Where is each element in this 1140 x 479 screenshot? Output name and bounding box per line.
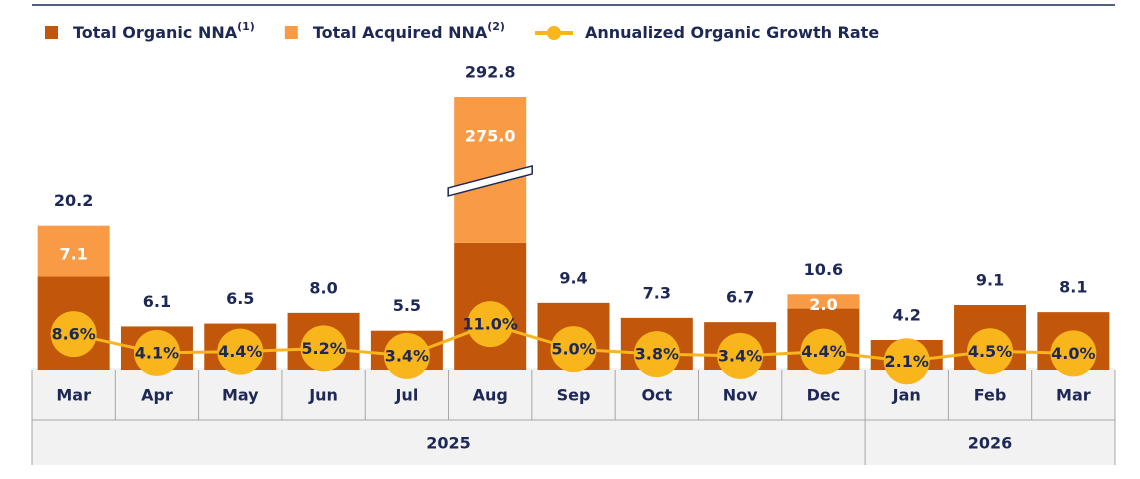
x-tick-label: Dec <box>807 386 841 405</box>
total-label: 8.1 <box>1059 278 1087 297</box>
total-label: 20.2 <box>54 191 93 210</box>
acquired-label: 7.1 <box>59 245 87 264</box>
total-label: 6.1 <box>143 292 171 311</box>
growth-marker <box>1050 330 1097 377</box>
bar-acquired <box>37 225 110 277</box>
growth-marker <box>800 328 847 375</box>
growth-label: 4.4% <box>218 342 262 361</box>
total-label: 9.4 <box>559 268 587 287</box>
x-tick-label: May <box>222 386 259 405</box>
growth-label: 4.4% <box>801 342 845 361</box>
growth-label: 5.0% <box>551 340 595 359</box>
total-label: 292.8 <box>465 63 516 82</box>
growth-marker <box>717 332 764 379</box>
growth-marker <box>550 326 597 373</box>
growth-marker <box>883 338 930 385</box>
growth-label: 2.1% <box>885 352 929 371</box>
x-tick-label: Nov <box>723 386 758 405</box>
growth-marker <box>967 328 1014 375</box>
growth-label: 5.2% <box>301 339 345 358</box>
growth-marker <box>633 331 680 378</box>
legend-note: (2) <box>487 20 505 33</box>
year-label: 2025 <box>426 434 471 453</box>
legend-swatch <box>45 26 58 39</box>
total-label: 6.5 <box>226 289 254 308</box>
total-label: 5.5 <box>393 296 421 315</box>
growth-marker <box>217 328 264 375</box>
growth-marker <box>467 301 514 348</box>
total-label: 4.2 <box>893 306 921 325</box>
legend-label: Total Organic NNA(1) <box>73 20 255 42</box>
growth-label: 8.6% <box>51 325 95 344</box>
axis-break <box>447 164 533 197</box>
growth-marker <box>383 332 430 379</box>
total-label: 10.6 <box>804 260 843 279</box>
legend-name: Total Acquired NNA <box>313 23 488 42</box>
legend-name: Annualized Organic Growth Rate <box>585 23 879 42</box>
x-tick-label: Jun <box>308 386 338 405</box>
total-label: 7.3 <box>643 283 671 302</box>
x-tick-label: Mar <box>1056 386 1091 405</box>
growth-marker <box>133 329 180 376</box>
growth-label: 4.5% <box>968 342 1012 361</box>
total-label: 8.0 <box>309 278 337 297</box>
acquired-label: 275.0 <box>465 127 516 146</box>
x-tick-label: Sep <box>557 386 591 405</box>
growth-marker <box>50 311 97 358</box>
growth-label: 3.4% <box>718 346 762 365</box>
total-label: 9.1 <box>976 271 1004 290</box>
x-tick-label: Apr <box>141 386 173 405</box>
bar-acquired <box>787 294 860 309</box>
x-tick-label: Aug <box>473 386 508 405</box>
legend-name: Total Organic NNA <box>73 23 238 42</box>
growth-marker <box>300 325 347 372</box>
x-tick-label: Jan <box>892 386 921 405</box>
growth-label: 4.1% <box>135 343 179 362</box>
legend-swatch <box>284 26 298 39</box>
growth-label: 11.0% <box>462 315 518 334</box>
x-tick-label: Feb <box>974 386 1007 405</box>
acquired-label: 2.0 <box>809 295 837 314</box>
axis-band <box>32 368 1115 465</box>
growth-label: 3.4% <box>385 346 429 365</box>
legend-marker <box>546 26 561 40</box>
x-tick-label: Mar <box>56 386 91 405</box>
growth-label: 3.8% <box>635 345 679 364</box>
total-label: 6.7 <box>726 288 754 307</box>
legend-note: (1) <box>237 20 255 33</box>
x-tick-label: Oct <box>641 386 672 405</box>
legend-label: Annualized Organic Growth Rate <box>585 23 879 42</box>
year-label: 2026 <box>968 434 1013 453</box>
legend-label: Total Acquired NNA(2) <box>313 20 505 42</box>
growth-label: 4.0% <box>1051 344 1095 363</box>
x-tick-label: Jul <box>394 386 418 405</box>
